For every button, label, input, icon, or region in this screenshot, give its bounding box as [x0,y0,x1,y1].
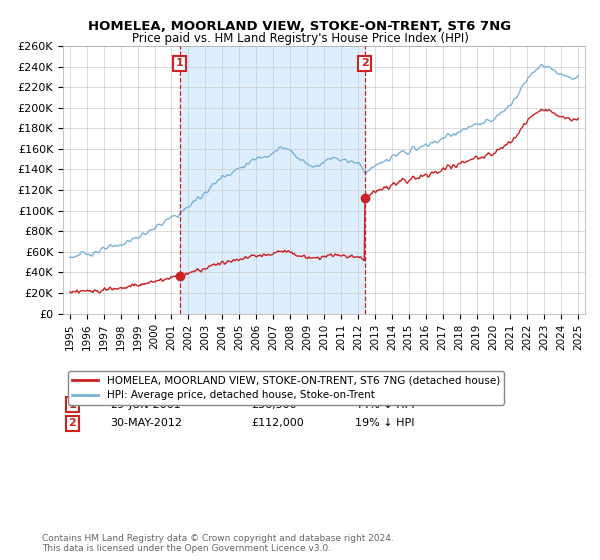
Text: £112,000: £112,000 [251,418,304,428]
Text: 44% ↓ HPI: 44% ↓ HPI [355,400,415,409]
Text: 2: 2 [68,418,76,428]
Text: 29-JUN-2001: 29-JUN-2001 [110,400,181,409]
Text: 1: 1 [68,400,76,409]
Text: HOMELEA, MOORLAND VIEW, STOKE-ON-TRENT, ST6 7NG: HOMELEA, MOORLAND VIEW, STOKE-ON-TRENT, … [88,20,512,32]
Legend: HOMELEA, MOORLAND VIEW, STOKE-ON-TRENT, ST6 7NG (detached house), HPI: Average p: HOMELEA, MOORLAND VIEW, STOKE-ON-TRENT, … [68,371,504,404]
Bar [180,46,365,314]
Text: 1: 1 [176,58,184,68]
Text: 2: 2 [361,58,369,68]
Text: Price paid vs. HM Land Registry's House Price Index (HPI): Price paid vs. HM Land Registry's House … [131,32,469,45]
Text: 30-MAY-2012: 30-MAY-2012 [110,418,182,428]
Text: £36,500: £36,500 [251,400,296,409]
Text: 19% ↓ HPI: 19% ↓ HPI [355,418,415,428]
Text: Contains HM Land Registry data © Crown copyright and database right 2024.
This d: Contains HM Land Registry data © Crown c… [42,534,394,553]
